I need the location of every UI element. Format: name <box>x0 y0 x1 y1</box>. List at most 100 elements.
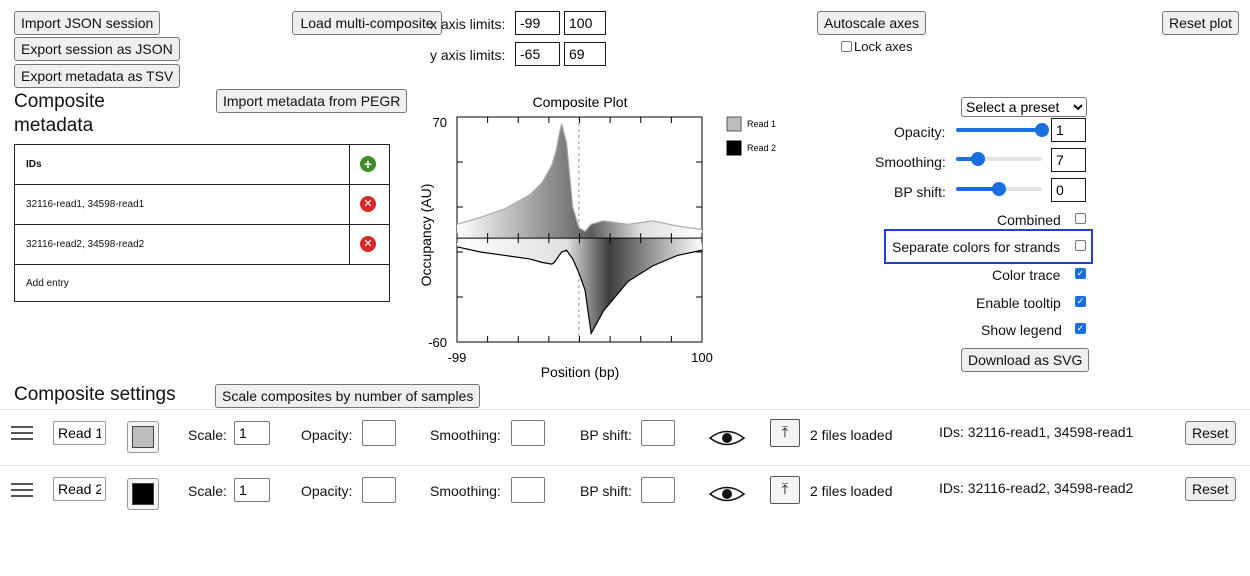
series-line-2 <box>456 246 703 336</box>
scale-input[interactable] <box>234 478 270 502</box>
export-tsv-button[interactable]: Export metadata as TSV <box>14 64 181 88</box>
enable-tooltip-label: Enable tooltip <box>976 295 1061 311</box>
y-max-input[interactable] <box>564 42 606 66</box>
composite-settings-title: Composite settings <box>14 384 176 405</box>
color-swatch[interactable] <box>127 478 159 510</box>
metadata-row-ids: 32116-read1, 34598-read1 <box>26 199 145 210</box>
scale-label: Scale: <box>188 427 227 443</box>
legend-swatch-read2 <box>726 140 742 156</box>
metadata-table: IDs + 32116-read1, 34598-read1 ✕ 32116-r… <box>14 144 390 302</box>
opacity-input[interactable] <box>362 477 396 503</box>
upload-icon[interactable]: ⤒ <box>770 476 800 504</box>
drag-handle-icon[interactable] <box>11 426 33 440</box>
smoothing-label: Smoothing: <box>430 483 501 499</box>
opacity-label: Opacity: <box>301 427 353 443</box>
composite-row-read2: Scale: Opacity: Smoothing: BP shift: ⤒ 2… <box>0 466 1250 521</box>
reset-row-button[interactable]: Reset <box>1185 421 1236 445</box>
show-legend-label: Show legend <box>981 322 1062 338</box>
smoothing-slider[interactable] <box>956 152 1042 166</box>
separate-colors-label: Separate colors for strands <box>892 239 1061 255</box>
bp-shift-input[interactable] <box>1051 178 1086 202</box>
remove-icon[interactable]: ✕ <box>360 196 376 212</box>
table-row: 32116-read1, 34598-read1 ✕ <box>15 185 389 225</box>
bp-shift-label: BP shift: <box>580 427 632 443</box>
composite-name-input[interactable] <box>53 477 106 501</box>
smoothing-label: Smoothing: <box>875 154 946 170</box>
bp-shift-label: BP shift: <box>894 184 946 200</box>
import-json-button[interactable]: Import JSON session <box>14 11 161 35</box>
opacity-slider[interactable] <box>956 123 1049 137</box>
separate-colors-highlight <box>884 229 1093 264</box>
opacity-input[interactable] <box>1051 118 1086 142</box>
eye-icon[interactable] <box>708 428 746 448</box>
separate-colors-checkbox[interactable] <box>1075 240 1086 251</box>
files-loaded-text: 2 files loaded <box>810 427 893 443</box>
x-tick-label-max: 100 <box>691 350 713 365</box>
export-json-button[interactable]: Export session as JSON <box>14 37 180 61</box>
show-legend-checkbox[interactable]: ✓ <box>1075 323 1086 334</box>
y-min-input[interactable] <box>515 42 560 66</box>
x-tick-label-min: -99 <box>448 350 467 365</box>
ids-text: IDs: 32116-read2, 34598-read2 <box>939 480 1134 496</box>
y-tick-label-min: -60 <box>428 335 447 350</box>
color-trace-label: Color trace <box>992 267 1061 283</box>
combined-checkbox[interactable] <box>1075 213 1086 224</box>
lock-axes-checkbox[interactable] <box>841 41 852 52</box>
metadata-header-row: IDs + <box>15 145 389 185</box>
y-tick-label-max: 70 <box>433 115 447 130</box>
bp-shift-slider[interactable] <box>956 182 1042 196</box>
scale-input[interactable] <box>234 421 270 445</box>
reset-row-button[interactable]: Reset <box>1185 477 1236 501</box>
chart-title: Composite Plot <box>533 94 628 110</box>
remove-icon[interactable]: ✕ <box>360 236 376 252</box>
series-line-1 <box>456 123 703 232</box>
y-axis-limits-label: y axis limits: <box>430 47 506 63</box>
color-trace-checkbox[interactable]: ✓ <box>1075 268 1086 279</box>
smoothing-input[interactable] <box>511 477 545 503</box>
ids-header: IDs <box>26 159 42 170</box>
legend-label-read2: Read 2 <box>747 143 776 153</box>
smoothing-input[interactable] <box>511 420 545 446</box>
preset-select[interactable]: Select a preset <box>961 97 1087 117</box>
download-svg-button[interactable]: Download as SVG <box>961 348 1090 372</box>
composite-name-input[interactable] <box>53 421 106 445</box>
x-max-input[interactable] <box>564 11 606 35</box>
composite-row-read1: Scale: Opacity: Smoothing: BP shift: ⤒ 2… <box>0 410 1250 465</box>
legend-swatch-read1 <box>726 116 742 132</box>
scale-label: Scale: <box>188 483 227 499</box>
series-area-2 <box>457 238 702 334</box>
smoothing-input[interactable] <box>1051 148 1086 172</box>
bp-shift-input[interactable] <box>641 420 675 446</box>
smoothing-label: Smoothing: <box>430 427 501 443</box>
table-row: 32116-read2, 34598-read2 ✕ <box>15 225 389 265</box>
autoscale-axes-button[interactable]: Autoscale axes <box>817 11 926 35</box>
ids-text: IDs: 32116-read1, 34598-read1 <box>939 424 1134 440</box>
legend-label-read1: Read 1 <box>747 119 776 129</box>
combined-label: Combined <box>997 212 1061 228</box>
bp-shift-label: BP shift: <box>580 483 632 499</box>
bp-shift-input[interactable] <box>641 477 675 503</box>
opacity-label: Opacity: <box>301 483 353 499</box>
composite-plot: Composite Plot Position (bp) Occupancy (… <box>418 94 776 380</box>
x-axis-label: Position (bp) <box>541 364 620 380</box>
x-min-input[interactable] <box>515 11 560 35</box>
files-loaded-text: 2 files loaded <box>810 483 893 499</box>
add-entry-row[interactable]: Add entry <box>15 265 389 301</box>
upload-icon[interactable]: ⤒ <box>770 419 800 447</box>
scale-composites-button[interactable]: Scale composites by number of samples <box>215 384 481 408</box>
composite-metadata-title: Composite metadata <box>14 91 105 136</box>
x-axis-limits-label: x axis limits: <box>430 16 506 32</box>
import-pegr-button[interactable]: Import metadata from PEGR <box>216 89 408 113</box>
opacity-label: Opacity: <box>894 124 946 140</box>
reset-plot-button[interactable]: Reset plot <box>1162 11 1240 35</box>
load-multi-composite-button[interactable]: Load multi-composite <box>292 11 442 35</box>
add-icon[interactable]: + <box>360 156 376 172</box>
color-swatch[interactable] <box>127 421 159 453</box>
eye-icon[interactable] <box>708 484 746 504</box>
opacity-input[interactable] <box>362 420 396 446</box>
enable-tooltip-checkbox[interactable]: ✓ <box>1075 296 1086 307</box>
add-entry-label[interactable]: Add entry <box>26 277 69 289</box>
metadata-row-ids: 32116-read2, 34598-read2 <box>26 239 145 250</box>
drag-handle-icon[interactable] <box>11 483 33 497</box>
y-axis-label: Occupancy (AU) <box>418 184 434 287</box>
